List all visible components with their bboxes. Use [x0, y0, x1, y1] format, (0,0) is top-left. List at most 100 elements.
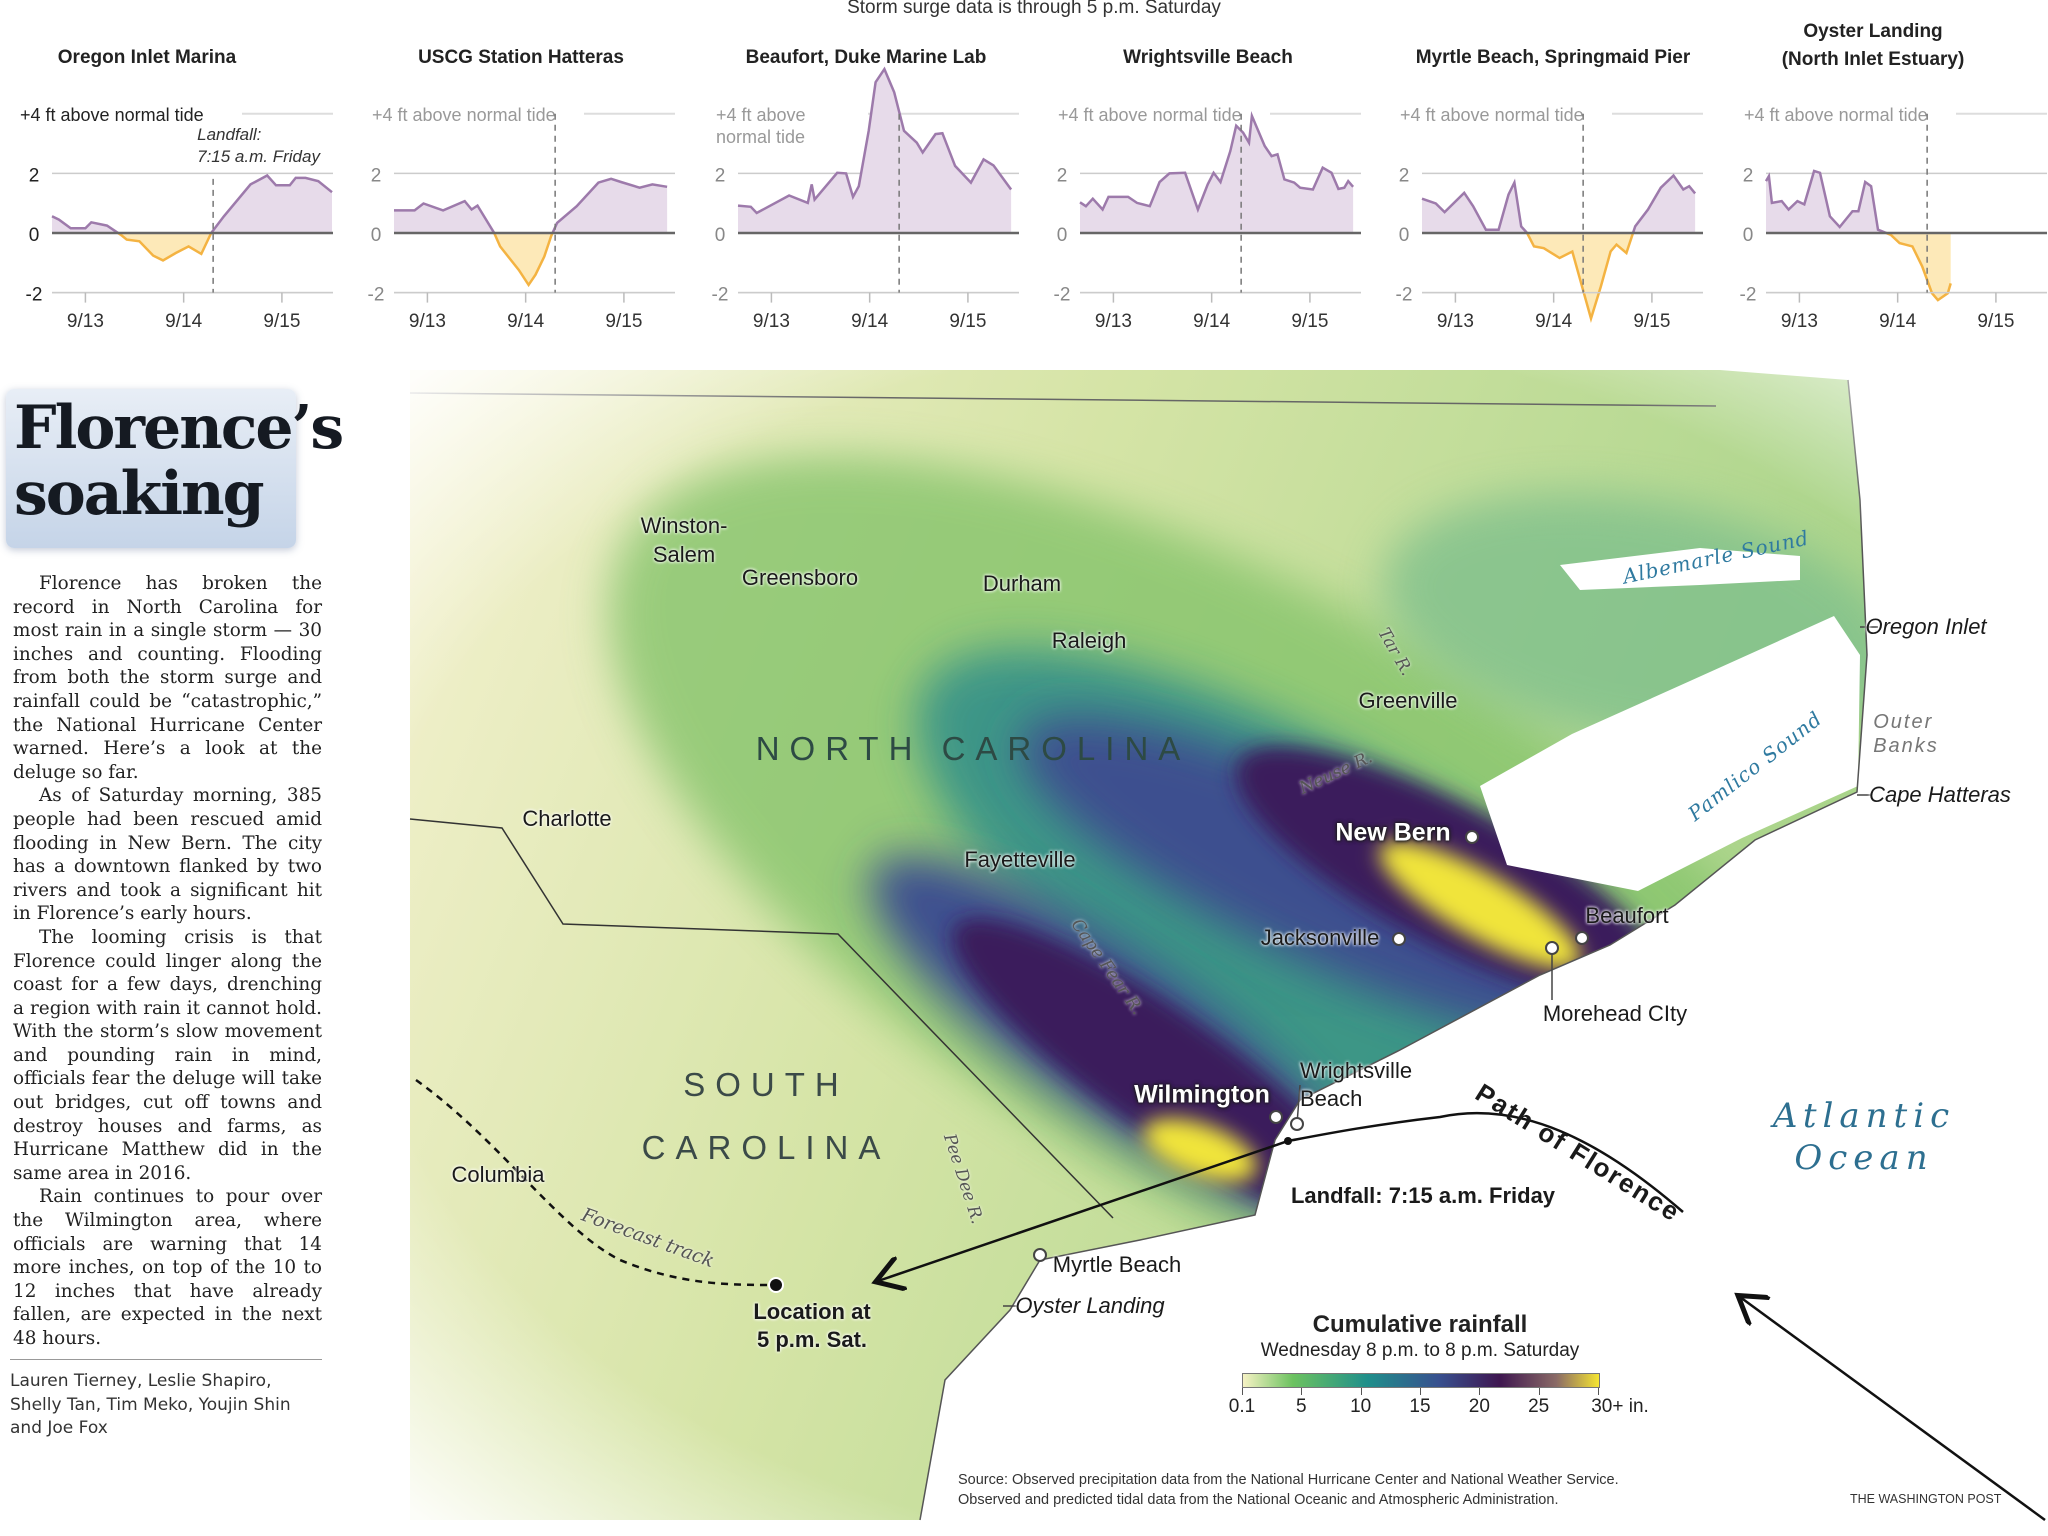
y-tick-label: 2: [1743, 165, 1754, 186]
landfall-annotation: 7:15 a.m. Friday: [197, 147, 321, 166]
x-tick-label: 9/14: [1193, 311, 1230, 332]
ocean-label: Atlantic Ocean: [1772, 1096, 1956, 1178]
city-label-myrtle-beach: Myrtle Beach: [1052, 1252, 1182, 1277]
surge-area-below: [52, 233, 333, 261]
storm-location-label: Location at 5 p.m. Sat.: [753, 1299, 871, 1352]
paragraph: Florence has broken the record in North …: [13, 573, 322, 783]
surge-area-below: [394, 233, 668, 285]
storm-surge-charts: 2 0 -2 +4 ft above normal tide 9/13 9/14 9/15 L…: [20, 66, 2047, 332]
city-label-wrightsville-beach: Wrightsville Beach: [1300, 1058, 1413, 1111]
y-tick-label: -2: [26, 285, 43, 306]
x-tick-label: 9/14: [851, 311, 888, 332]
y-axis-label: +4 ft above normal tide: [1744, 105, 1928, 125]
surge-chart-1: 2 0 -2 +4 ft above normal tide 9/13 9/14 9/15 L…: [20, 105, 333, 332]
city-label-morehead-city: Morehead CIty: [1542, 1001, 1688, 1026]
city-marker: [1269, 1110, 1283, 1124]
x-tick-label: 9/13: [1437, 311, 1474, 332]
city-label-charlotte: Charlotte: [522, 806, 612, 831]
surge-chart-2: 2 0 -2 +4 ft above normal tide 9/13 9/14 9/15: [368, 105, 675, 332]
legend-tick: [1598, 1388, 1599, 1395]
y-tick-label: 2: [371, 165, 382, 186]
city-marker: [1392, 932, 1406, 946]
legend-tick-label: 20: [1468, 1396, 1490, 1417]
x-tick-label: 9/13: [1095, 311, 1132, 332]
x-tick-label: 9/13: [1781, 311, 1818, 332]
surge-line-below: [115, 233, 213, 262]
city-label-winston-salem: Winston- Salem: [640, 513, 728, 567]
surge-line-above: [1421, 173, 1697, 233]
x-tick-label: 9/13: [753, 311, 790, 332]
surge-line-above: [394, 177, 668, 233]
city-label-greensboro: Greensboro: [741, 565, 859, 590]
chart-title: Myrtle Beach, Springmaid Pier: [1415, 47, 1691, 68]
x-tick-label: 9/14: [165, 311, 202, 332]
x-tick-label: 9/15: [263, 311, 300, 332]
y-axis-label: +4 ft above normal tide: [20, 105, 204, 125]
legend-tick-label: 5: [1296, 1396, 1307, 1417]
y-tick-label: -2: [1396, 285, 1413, 306]
city-label-columbia: Columbia: [451, 1162, 545, 1187]
y-tick-label: 2: [29, 165, 40, 186]
chart-title-line: (North Inlet Estuary): [1781, 49, 1965, 70]
headline: Florence’s soaking: [14, 393, 344, 529]
city-label-wilmington: Wilmington: [1134, 1080, 1270, 1109]
city-label-raleigh: Raleigh: [1051, 628, 1127, 653]
legend-tick-label: 10: [1350, 1396, 1372, 1417]
legend-color-scale: [1242, 1373, 1600, 1388]
y-tick-label: 2: [715, 165, 726, 186]
city-marker: [1033, 1248, 1047, 1262]
landfall-dot: [1284, 1137, 1292, 1145]
landfall-annotation: Landfall:: [197, 125, 262, 144]
y-axis-label: +4 ft above normal tide: [372, 105, 556, 125]
surge-chart-4: 2 0 -2 +4 ft above normal tide 9/13 9/14 9/15: [1054, 105, 1361, 332]
headline-box: Florence’s soaking: [6, 389, 344, 548]
y-tick-label: 2: [1399, 165, 1410, 186]
y-axis-label: +4 ft above: [716, 105, 806, 125]
surge-area-above: [1080, 115, 1354, 233]
state-label-nc: NORTH CAROLINA: [755, 730, 1191, 767]
state-label-sc: CAROLINA: [641, 1129, 891, 1166]
city-label-beaufort: Beaufort: [1585, 903, 1669, 928]
surge-line-above: [1764, 169, 1890, 233]
divider: [10, 1359, 322, 1360]
surge-line-below: [492, 233, 554, 288]
surge-line-above: [1079, 110, 1355, 214]
paragraph: Rain continues to pour over the Wilmingt…: [13, 1186, 322, 1349]
chart-title: Beaufort, Duke Marine Lab: [745, 47, 987, 68]
legend-tick-label: 30+ in.: [1591, 1396, 1649, 1417]
credit-logo: THE WASHINGTON POST: [1850, 1492, 2002, 1506]
surge-chart-6: 2 0 -2 +4 ft above normal tide 9/13 9/14 9/15: [1740, 105, 2047, 332]
surge-line-below: [1525, 233, 1635, 323]
surge-area-above: [1766, 171, 1951, 233]
storm-location-dot: [768, 1277, 784, 1293]
station-label-oyster-landing: Oyster Landing: [1015, 1293, 1165, 1318]
legend-title: Cumulative rainfall: [1312, 1311, 1528, 1338]
city-marker: [1575, 931, 1589, 945]
x-tick-label: 9/13: [67, 311, 104, 332]
y-tick-label: 0: [1743, 225, 1754, 246]
surge-chart-5: 2 0 -2 +4 ft above normal tide 9/13 9/14 9/15: [1396, 105, 1703, 332]
surge-data-note: Storm surge data is through 5 p.m. Satur…: [847, 0, 1221, 18]
city-label-durham: Durham: [982, 571, 1062, 596]
y-tick-label: -2: [1054, 285, 1071, 306]
y-tick-label: 0: [1057, 225, 1068, 246]
legend-tick-label: 25: [1528, 1396, 1550, 1417]
city-label-jacksonville: Jacksonville: [1260, 925, 1380, 950]
city-label-fayetteville: Fayetteville: [964, 847, 1076, 872]
legend-tick: [1242, 1388, 1243, 1395]
y-tick-label: 0: [371, 225, 382, 246]
legend-tick: [1538, 1388, 1540, 1395]
surge-line-above: [51, 173, 333, 233]
y-axis-label: +4 ft above normal tide: [1058, 105, 1242, 125]
x-tick-label: 9/15: [1633, 311, 1670, 332]
city-marker: [1465, 830, 1479, 844]
chart-title: Oyster Landing (North Inlet Estuary): [1723, 18, 2023, 74]
x-tick-label: 9/13: [409, 311, 446, 332]
legend-tick: [1301, 1388, 1303, 1395]
x-tick-label: 9/15: [605, 311, 642, 332]
chart-title-line: Oyster Landing: [1803, 21, 1943, 42]
legend-subtitle: Wednesday 8 p.m. to 8 p.m. Saturday: [1260, 1340, 1580, 1361]
x-tick-label: 9/14: [507, 311, 544, 332]
surge-area-above: [52, 175, 333, 233]
